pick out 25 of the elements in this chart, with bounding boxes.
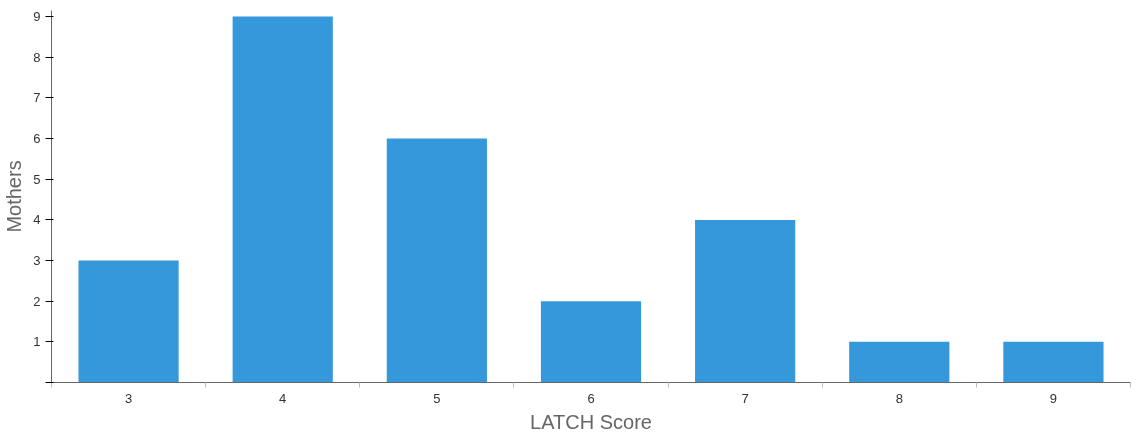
bar <box>849 341 950 383</box>
x-tick-label: 9 <box>1049 390 1058 406</box>
y-tick-label: 5 <box>33 171 41 187</box>
bar <box>386 138 487 383</box>
x-tick-label: 8 <box>895 390 903 406</box>
y-tick-label: 1 <box>33 334 41 350</box>
bar <box>695 219 796 383</box>
bar <box>232 16 333 383</box>
y-tick-label: 6 <box>33 131 41 147</box>
y-tick-label: 9 <box>33 9 41 25</box>
y-tick-label: 7 <box>33 90 41 106</box>
x-tick-label: 3 <box>124 390 133 406</box>
bar <box>78 260 179 383</box>
x-tick-label: 7 <box>741 390 749 406</box>
x-axis-title: LATCH Score <box>530 410 652 433</box>
x-tick-label: 5 <box>433 390 441 406</box>
y-axis-title: Mothers <box>3 160 26 233</box>
x-tick-label: 4 <box>279 390 287 406</box>
y-tick-label: 2 <box>33 293 41 309</box>
y-tick-label: 4 <box>33 212 41 228</box>
bar <box>540 301 642 383</box>
y-tick-label: 8 <box>33 49 41 65</box>
bar <box>1003 341 1104 383</box>
x-tick-label: 6 <box>587 390 595 406</box>
y-tick-label: 3 <box>33 253 41 269</box>
